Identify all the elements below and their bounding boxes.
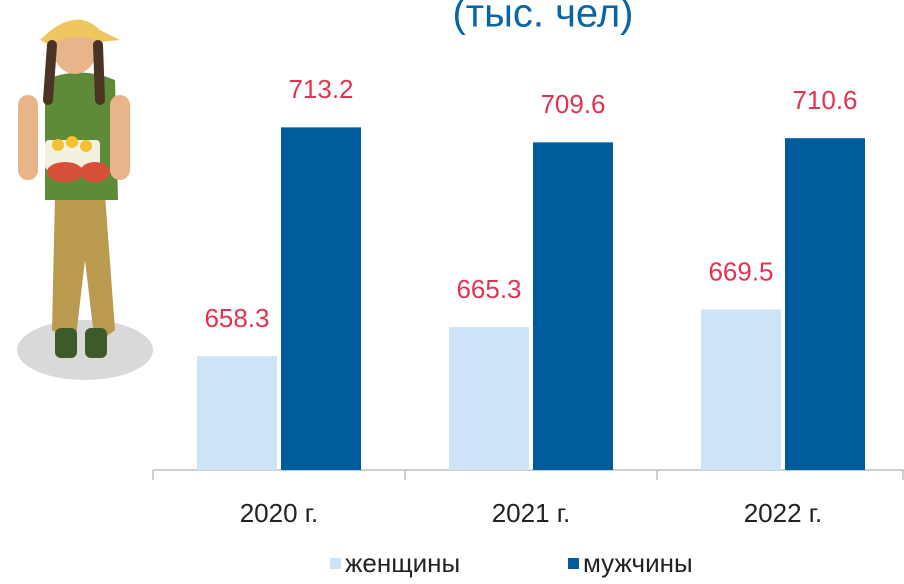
x-tick-label: 2021 г. <box>492 498 571 528</box>
bar <box>785 138 865 470</box>
value-label: 713.2 <box>288 74 353 104</box>
bar <box>701 309 781 470</box>
legend-swatch <box>568 558 579 569</box>
x-tick-label: 2020 г. <box>240 498 319 528</box>
chart-title: (тыс. чел) <box>452 0 633 36</box>
x-tick-label: 2022 г. <box>744 498 823 528</box>
legend-swatch <box>330 558 341 569</box>
value-label: 669.5 <box>708 256 773 286</box>
gardener-illustration <box>17 19 153 380</box>
bar <box>449 327 529 470</box>
value-label: 665.3 <box>456 274 521 304</box>
bar <box>281 127 361 470</box>
value-label: 658.3 <box>204 303 269 333</box>
legend-label: мужчины <box>583 548 693 578</box>
value-label: 709.6 <box>540 89 605 119</box>
bar <box>197 356 277 470</box>
bar <box>533 142 613 470</box>
value-label: 710.6 <box>792 85 857 115</box>
legend-label: женщины <box>345 548 460 578</box>
